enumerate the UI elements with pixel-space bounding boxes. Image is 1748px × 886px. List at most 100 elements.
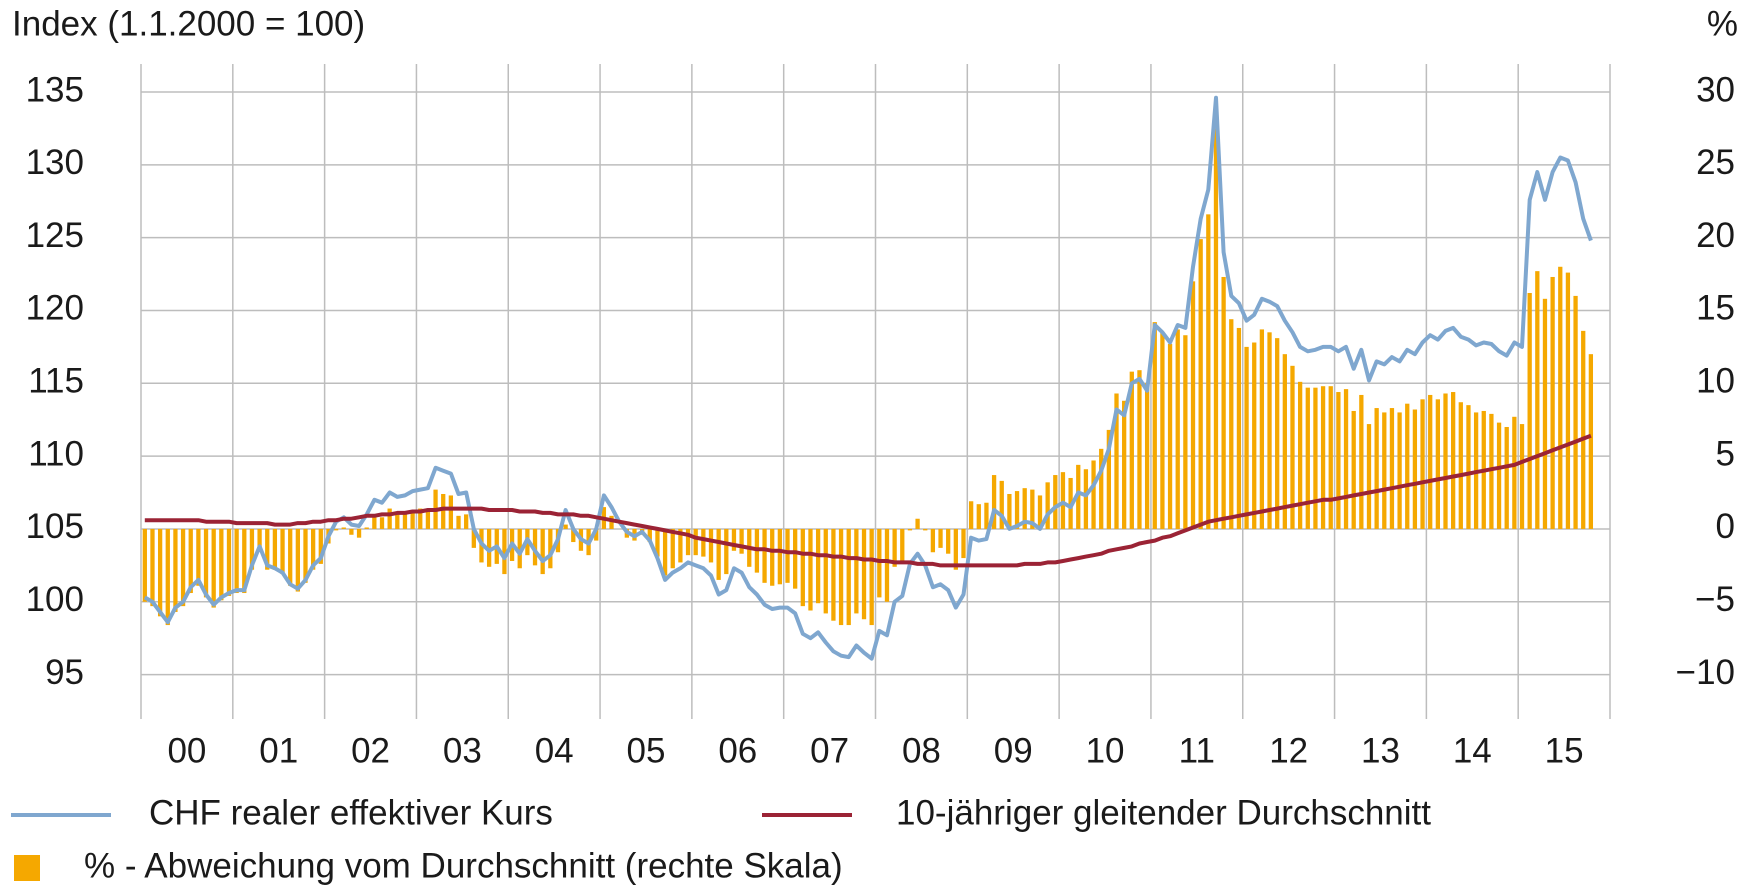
bar — [1190, 281, 1196, 529]
bar — [1106, 429, 1111, 529]
bar — [234, 528, 239, 594]
bar — [1244, 346, 1249, 529]
bar — [1129, 371, 1134, 529]
bar — [762, 528, 767, 583]
bar — [701, 528, 706, 557]
bar — [1451, 392, 1456, 529]
bar — [1259, 329, 1265, 529]
bar — [265, 528, 270, 570]
x-tick-label: 11 — [1179, 731, 1215, 770]
x-tick-label: 03 — [443, 731, 482, 770]
bar — [1252, 342, 1257, 529]
bar — [1060, 472, 1066, 529]
bar — [1122, 400, 1127, 529]
bar — [1512, 416, 1517, 529]
bar — [685, 528, 691, 556]
y-tick-label: 125 — [26, 216, 84, 255]
x-tick-label: 04 — [535, 731, 574, 770]
bar — [249, 528, 255, 570]
bar — [930, 528, 936, 553]
x-tick-label: 09 — [994, 731, 1033, 770]
bar — [1336, 392, 1341, 529]
bar — [938, 528, 943, 548]
y2-tick-label: −5 — [1695, 580, 1735, 619]
line — [143, 95, 1593, 661]
x-tick-label: 05 — [627, 731, 666, 770]
bar — [1397, 412, 1402, 529]
x-tick-label: 14 — [1453, 731, 1492, 770]
bar — [1374, 408, 1379, 529]
bar — [395, 514, 400, 529]
bar — [356, 528, 362, 538]
bar — [823, 528, 828, 614]
bar — [1236, 327, 1242, 529]
bar — [984, 502, 989, 529]
y-tick-label: 95 — [45, 653, 84, 692]
bar — [1160, 332, 1165, 529]
bar — [1037, 495, 1043, 529]
bar — [219, 528, 224, 601]
y2-tick-label: 0 — [1716, 507, 1735, 546]
y-tick-label: 130 — [26, 143, 84, 182]
bar — [1007, 493, 1012, 529]
bar — [1527, 292, 1532, 529]
x-tick-label: 07 — [810, 731, 849, 770]
x-tick-label: 02 — [351, 731, 390, 770]
bar — [1014, 491, 1020, 529]
bar — [1496, 422, 1502, 529]
bar — [968, 501, 974, 529]
y2-tick-label: 25 — [1696, 143, 1735, 182]
bar — [1366, 424, 1372, 529]
y2-tick-label: 10 — [1696, 362, 1735, 401]
bar — [402, 512, 408, 529]
bar — [831, 528, 836, 621]
bar — [907, 528, 913, 531]
x-tick-label: 01 — [259, 731, 298, 770]
bar — [372, 514, 377, 529]
bar — [165, 528, 170, 626]
bar — [1275, 338, 1280, 529]
bar — [1114, 393, 1119, 529]
bar — [777, 528, 783, 585]
bar — [1221, 276, 1226, 529]
bar — [180, 528, 186, 607]
bar — [1076, 464, 1081, 529]
bar — [1535, 271, 1540, 529]
bar — [1351, 410, 1356, 529]
legend-label: 10-jähriger gleitender Durchschnitt — [896, 793, 1431, 832]
bar — [311, 528, 316, 570]
bar — [1045, 482, 1050, 529]
bar — [1229, 319, 1234, 529]
bar — [226, 528, 232, 596]
bar — [708, 528, 714, 563]
bar — [1504, 426, 1509, 529]
bar — [288, 528, 293, 586]
bar — [869, 528, 874, 626]
legend-label: % - Abweichung vom Durchschnitt (rechte … — [84, 846, 843, 885]
bar — [1091, 460, 1096, 529]
bar — [662, 528, 668, 576]
bar — [846, 528, 851, 626]
bar — [1389, 408, 1395, 529]
bar — [1405, 403, 1410, 529]
bar — [854, 528, 859, 614]
bar — [838, 528, 844, 626]
y-tick-label: 100 — [26, 580, 84, 619]
bar — [953, 528, 958, 570]
bar — [1099, 448, 1104, 529]
bar — [609, 515, 614, 529]
bar — [318, 528, 323, 564]
bar — [1297, 381, 1303, 529]
bar — [716, 528, 721, 580]
bar — [364, 527, 369, 529]
bar — [563, 524, 568, 529]
bar — [1435, 399, 1440, 529]
y-tick-label: 115 — [28, 362, 84, 401]
bar — [877, 528, 882, 598]
bar — [295, 528, 300, 592]
bar — [188, 528, 193, 594]
bar — [1152, 322, 1157, 529]
bar — [1198, 239, 1203, 529]
x-tick-label: 10 — [1086, 731, 1125, 770]
